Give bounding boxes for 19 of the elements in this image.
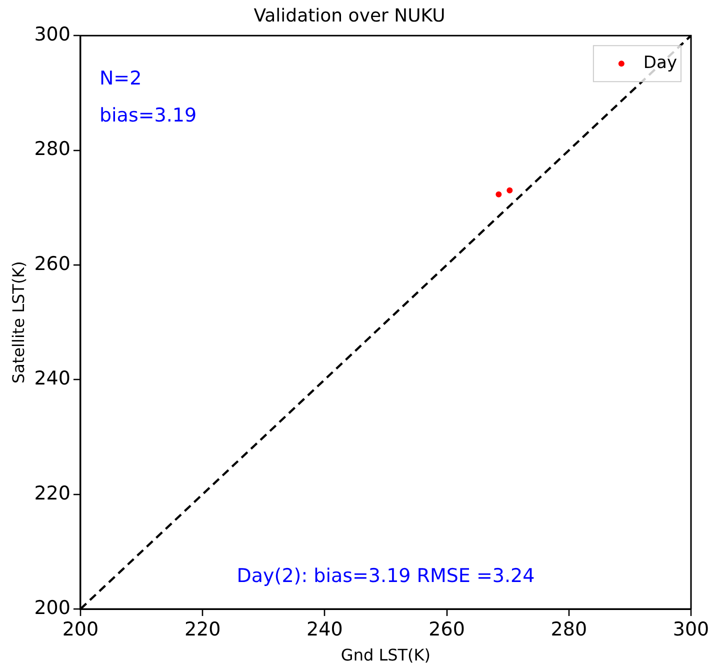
y-axis-title: Satellite LST(K) (8, 261, 28, 384)
x-tick-label: 200 (62, 618, 99, 640)
x-tick-label: 280 (550, 618, 588, 640)
y-tick-label: 240 (34, 368, 70, 390)
x-tick-label: 220 (184, 618, 221, 640)
y-tick-label: 220 (34, 482, 70, 504)
y-tick-label: 260 (34, 252, 70, 275)
y-tick-label: 280 (34, 138, 70, 160)
x-axis-title: Gnd LST(K) (340, 646, 431, 665)
annotation: bias=3.19 (99, 104, 197, 127)
annotation: N=2 (99, 68, 142, 90)
legend-label: Day (643, 53, 678, 74)
x-tick-label: 260 (428, 618, 465, 640)
y-tick-label: 200 (34, 596, 70, 619)
annotation: Day(2): bias=3.19 RMSE =3.24 (236, 564, 535, 587)
chart-title: Validation over NUKU (254, 5, 446, 26)
x-tick-label: 300 (672, 618, 710, 640)
y-tick-label: 300 (34, 24, 70, 46)
x-tick-label: 240 (306, 618, 343, 640)
